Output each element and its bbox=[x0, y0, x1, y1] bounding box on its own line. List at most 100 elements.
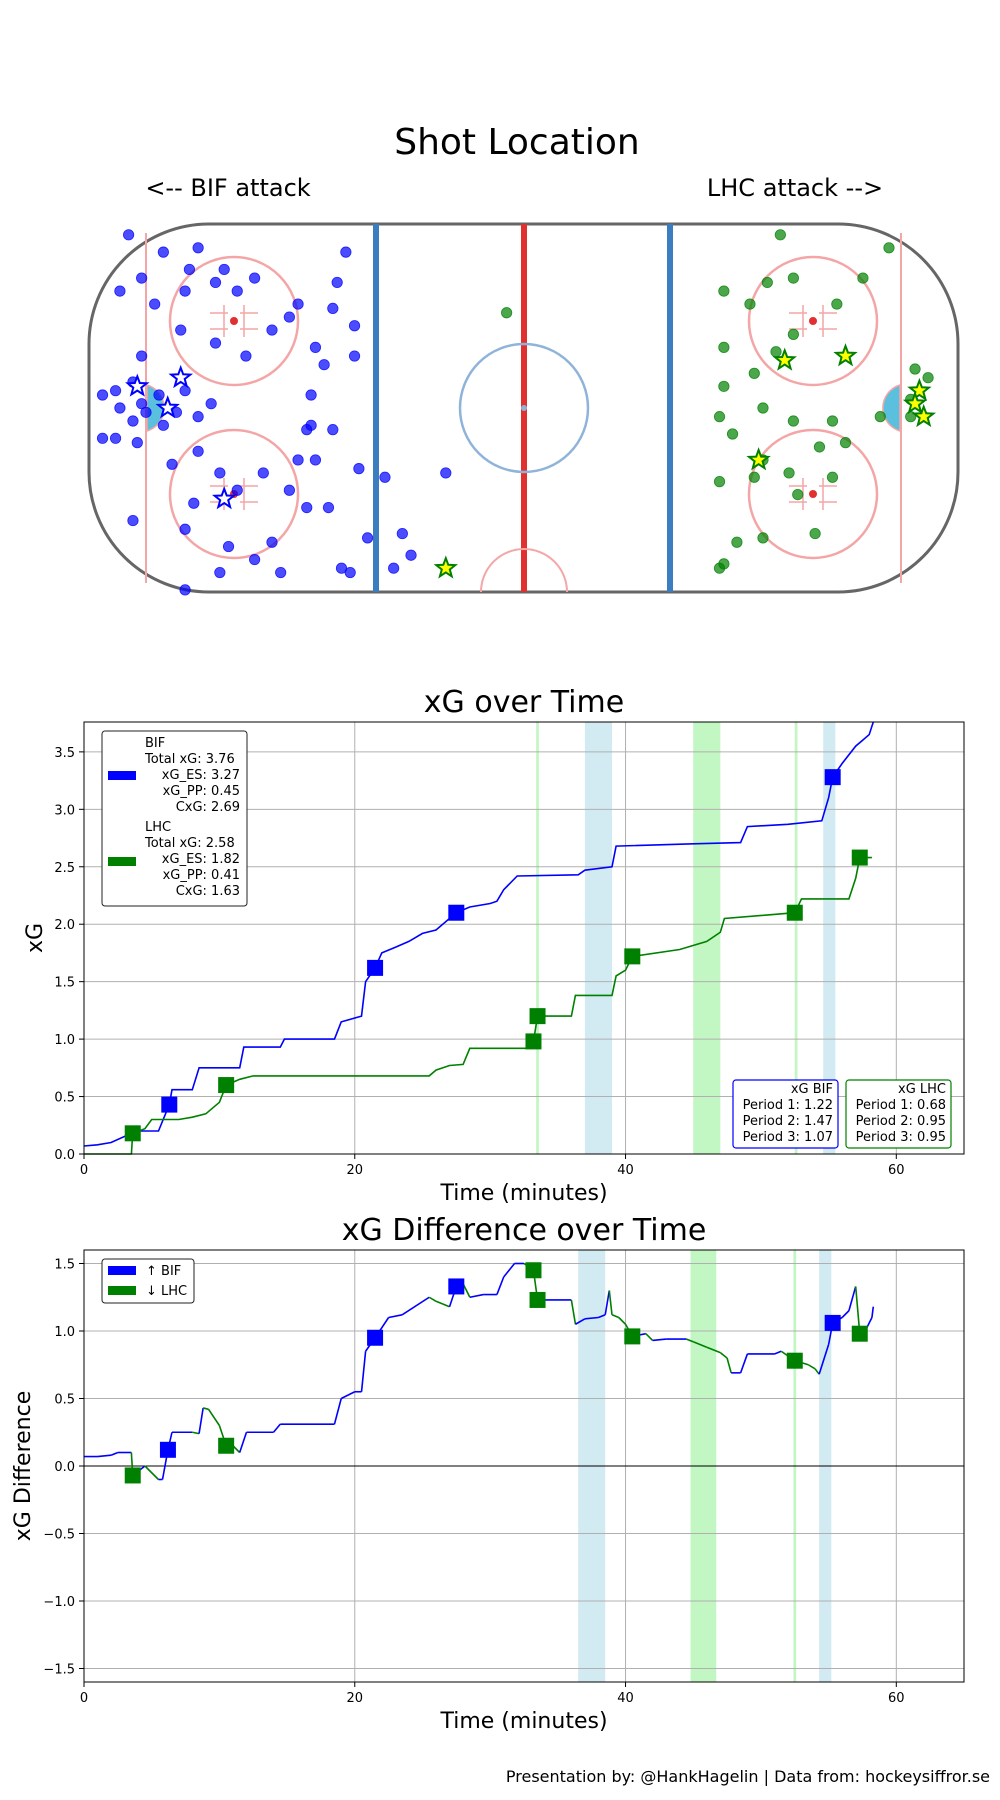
period-box-lhc-title: xG LHC bbox=[898, 1082, 946, 1097]
diff-segment bbox=[340, 1391, 356, 1400]
powerplay-band bbox=[584, 722, 612, 1154]
diff-segment bbox=[496, 1276, 505, 1295]
bif-shot-dot bbox=[292, 454, 304, 466]
diff-segment bbox=[739, 1353, 749, 1374]
lhc-shot-dot bbox=[826, 471, 839, 483]
legend-bif-swatch bbox=[108, 771, 136, 780]
bif-shot-dot bbox=[388, 562, 400, 574]
y-tick-label: 1.0 bbox=[54, 1033, 75, 1048]
diff-legend-lhc: ↓ LHC bbox=[146, 1284, 187, 1299]
bif-goal-star bbox=[211, 486, 237, 510]
diff-legend-lhc-swatch bbox=[108, 1286, 136, 1295]
bif-shot-dot bbox=[209, 337, 222, 349]
xg-time-ylabel: xG bbox=[23, 923, 48, 953]
diff-segment bbox=[110, 1451, 119, 1456]
xg-time-legend: BIF Total xG: 3.76 xG_ES: 3.27 xG_PP: 0.… bbox=[101, 730, 248, 907]
diff-segment bbox=[198, 1407, 204, 1434]
diff-segment bbox=[202, 1407, 209, 1411]
bif-shot-dot bbox=[301, 501, 313, 514]
bif-goal-marker bbox=[448, 904, 465, 921]
y-tick-label: −0.5 bbox=[43, 1528, 75, 1543]
xg-time-axes-frame bbox=[83, 721, 965, 1155]
lhc-shot-dot bbox=[748, 471, 760, 483]
y-tick-label: 0.5 bbox=[54, 1393, 75, 1408]
legend-lhc-swatch bbox=[108, 857, 136, 866]
bif-shot-dot bbox=[114, 285, 126, 297]
lhc-shot-dot bbox=[883, 242, 895, 254]
bif-shot-dot bbox=[283, 311, 295, 323]
bif-shot-dot bbox=[192, 411, 204, 423]
bif-shot-dot bbox=[231, 285, 243, 297]
right-crease bbox=[882, 383, 901, 433]
lhc-goal-star bbox=[772, 347, 797, 371]
faceoff-circle-top-left bbox=[168, 255, 300, 387]
period-box-lhc: xG LHC Period 1: 0.68 Period 2: 0.95 Per… bbox=[845, 1079, 952, 1149]
bif-shot-dot bbox=[157, 419, 169, 431]
bif-shot-dot bbox=[353, 463, 365, 475]
diff-segment bbox=[401, 1296, 430, 1316]
bif-goal-marker bbox=[161, 1096, 178, 1113]
diff-segment bbox=[144, 1465, 160, 1481]
legend-lhc-pp: xG_PP: 0.41 bbox=[163, 868, 240, 883]
diff-segment bbox=[719, 1351, 728, 1359]
diff-segment bbox=[272, 1423, 281, 1433]
bif-goal-star bbox=[125, 373, 150, 397]
rink bbox=[87, 222, 960, 594]
rink-shots bbox=[96, 229, 937, 596]
lhc-shot-dot bbox=[787, 415, 799, 427]
diff-segment bbox=[841, 1310, 850, 1319]
y-tick-label: 0.5 bbox=[54, 1091, 75, 1106]
lhc-shot-dot bbox=[874, 411, 886, 423]
diff-segment bbox=[570, 1299, 577, 1325]
lhc-goal-marker bbox=[218, 1437, 235, 1454]
diff-segment bbox=[428, 1296, 437, 1302]
diff-segment bbox=[238, 1431, 248, 1453]
y-tick-label: 2.0 bbox=[54, 918, 75, 933]
lhc-goal-marker bbox=[851, 1325, 868, 1342]
lhc-shot-dot bbox=[718, 341, 730, 353]
center-circle bbox=[458, 342, 590, 474]
lhc-shot-dot bbox=[857, 272, 869, 284]
lhc-shot-dot bbox=[726, 428, 739, 440]
bif-shot-dot bbox=[179, 385, 191, 397]
bif-shot-dot bbox=[157, 246, 169, 258]
bif-attack-label: <-- BIF attack bbox=[145, 174, 310, 202]
bif-shot-dot bbox=[109, 385, 122, 397]
lhc-shot-dot bbox=[922, 372, 934, 384]
bif-shot-dot bbox=[175, 324, 187, 336]
lhc-shot-dot bbox=[761, 276, 773, 289]
period-box-bif-p3: Period 3: 1.07 bbox=[743, 1130, 833, 1145]
bif-shot-dot bbox=[292, 298, 304, 310]
period-box-lhc-p3: Period 3: 0.95 bbox=[856, 1130, 946, 1145]
legend-bif-total: Total xG: 3.76 bbox=[144, 752, 235, 767]
xg-diff-ylabel: xG Difference bbox=[11, 1391, 36, 1541]
lhc-shot-dot bbox=[718, 285, 730, 297]
lhc-goal-marker bbox=[529, 1291, 546, 1308]
legend-bif-es: xG_ES: 3.27 bbox=[162, 768, 240, 783]
bif-shot-dot bbox=[136, 398, 148, 410]
diff-segment bbox=[604, 1290, 611, 1315]
bif-goal-marker bbox=[448, 1278, 465, 1295]
bif-shot-dot bbox=[136, 350, 148, 362]
bif-goal-star bbox=[168, 364, 194, 389]
lhc-shot-dot bbox=[826, 415, 839, 427]
lhc-goal-marker bbox=[786, 1352, 803, 1369]
diff-segment bbox=[652, 1338, 667, 1342]
bif-shot-dot bbox=[283, 484, 295, 496]
faceoff-circle-bottom-right bbox=[747, 428, 879, 560]
lhc-shot-dot bbox=[713, 411, 726, 423]
bif-goal-marker bbox=[367, 959, 384, 976]
legend-bif-cxg: CxG: 2.69 bbox=[176, 800, 240, 815]
bif-shot-dot bbox=[305, 419, 317, 431]
bif-shot-dot bbox=[96, 432, 109, 444]
bif-shot-dot bbox=[109, 432, 122, 444]
lhc-goal-marker bbox=[525, 1262, 542, 1279]
bif-shot-dot bbox=[222, 540, 235, 553]
bif-shot-dot bbox=[361, 532, 374, 544]
legend-lhc-title: LHC bbox=[145, 820, 171, 835]
bif-shot-dot bbox=[327, 424, 339, 436]
bif-goal-star bbox=[155, 395, 180, 419]
lhc-shot-dot bbox=[713, 562, 726, 574]
bif-shot-dot bbox=[131, 437, 143, 449]
